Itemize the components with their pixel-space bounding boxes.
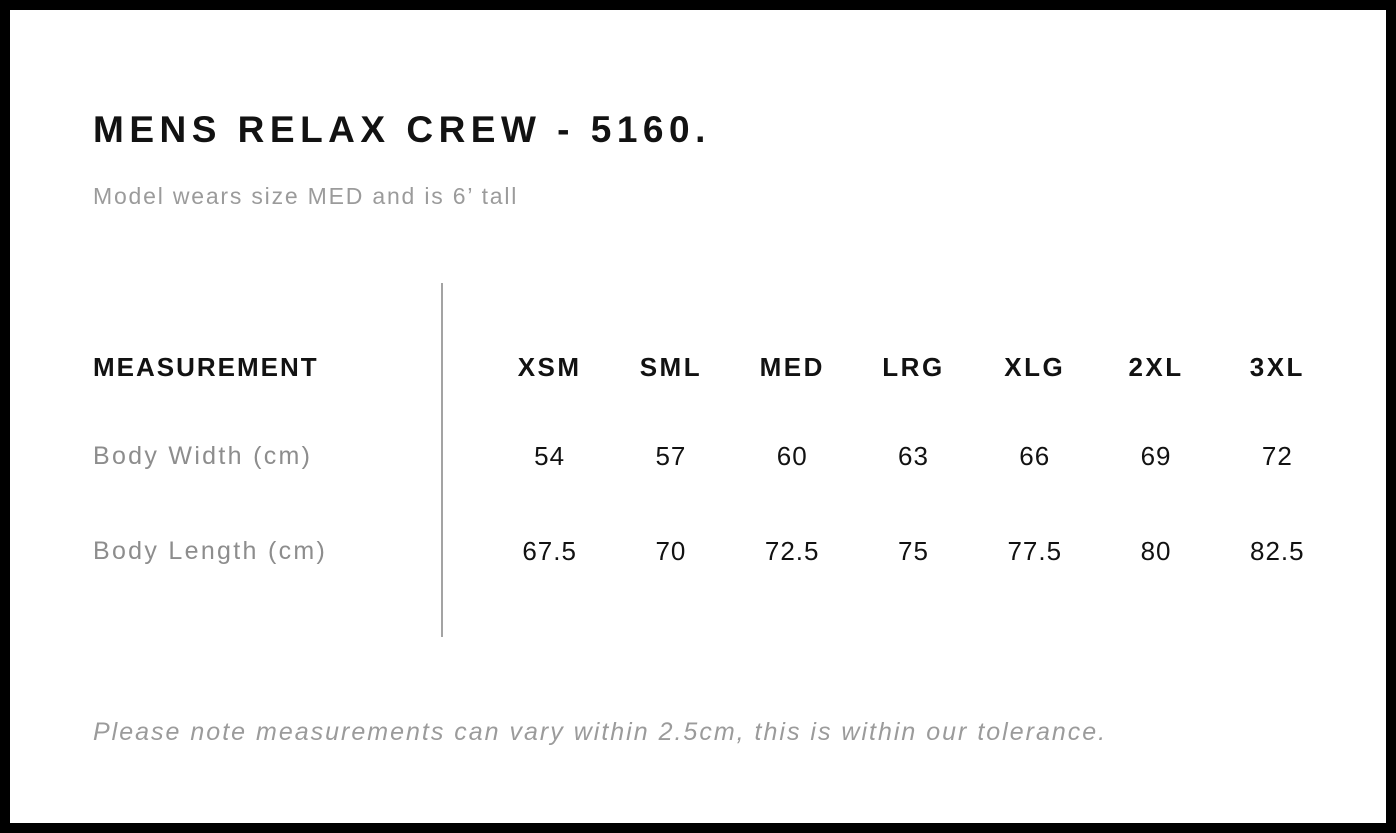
body-width-sml: 57 xyxy=(655,440,687,471)
body-length-values: 67.5 70 72.5 75 77.5 80 82.5 xyxy=(441,536,1386,567)
body-width-xsm: 54 xyxy=(534,440,566,471)
body-length-2xl: 80 xyxy=(1140,535,1172,566)
size-header-sml: SML xyxy=(639,351,703,382)
row-label-body-width: Body Width (cm) xyxy=(93,441,313,470)
table-row-body-width: Body Width (cm) 54 57 60 63 66 69 72 xyxy=(93,438,1386,474)
body-width-3xl: 72 xyxy=(1261,440,1293,471)
body-length-sml: 70 xyxy=(655,535,687,566)
vertical-divider xyxy=(441,283,443,637)
size-header-med: MED xyxy=(759,351,825,382)
body-length-xlg: 77.5 xyxy=(1007,535,1063,566)
size-table-header-row: MEASUREMENT XSM SML MED LRG XLG 2XL 3XL xyxy=(93,349,1386,385)
body-length-3xl: 82.5 xyxy=(1250,535,1305,566)
body-width-med: 60 xyxy=(776,440,808,471)
size-header-2xl: 2XL xyxy=(1128,351,1184,382)
body-width-lrg: 63 xyxy=(898,440,929,471)
body-length-med: 72.5 xyxy=(764,535,820,566)
measurement-column-header: MEASUREMENT xyxy=(93,351,319,382)
size-header-3xl: 3XL xyxy=(1249,351,1305,382)
body-length-xsm: 67.5 xyxy=(522,535,577,566)
body-length-lrg: 75 xyxy=(898,535,929,566)
size-header-cells: XSM SML MED LRG XLG 2XL 3XL xyxy=(441,352,1386,383)
model-size-note: Model wears size MED and is 6’ tall xyxy=(93,183,519,209)
size-header-xsm: XSM xyxy=(517,351,582,382)
body-width-2xl: 69 xyxy=(1140,440,1172,471)
table-row-body-length: Body Length (cm) 67.5 70 72.5 75 77.5 80… xyxy=(93,533,1386,569)
row-label-body-length: Body Length (cm) xyxy=(93,536,328,565)
body-width-values: 54 57 60 63 66 69 72 xyxy=(441,441,1386,472)
size-header-lrg: LRG xyxy=(882,351,945,382)
tolerance-note: Please note measurements can vary within… xyxy=(93,718,1108,746)
page-title: MENS RELAX CREW - 5160. xyxy=(93,109,711,150)
size-header-xlg: XLG xyxy=(1004,351,1066,382)
body-width-xlg: 66 xyxy=(1019,440,1051,471)
